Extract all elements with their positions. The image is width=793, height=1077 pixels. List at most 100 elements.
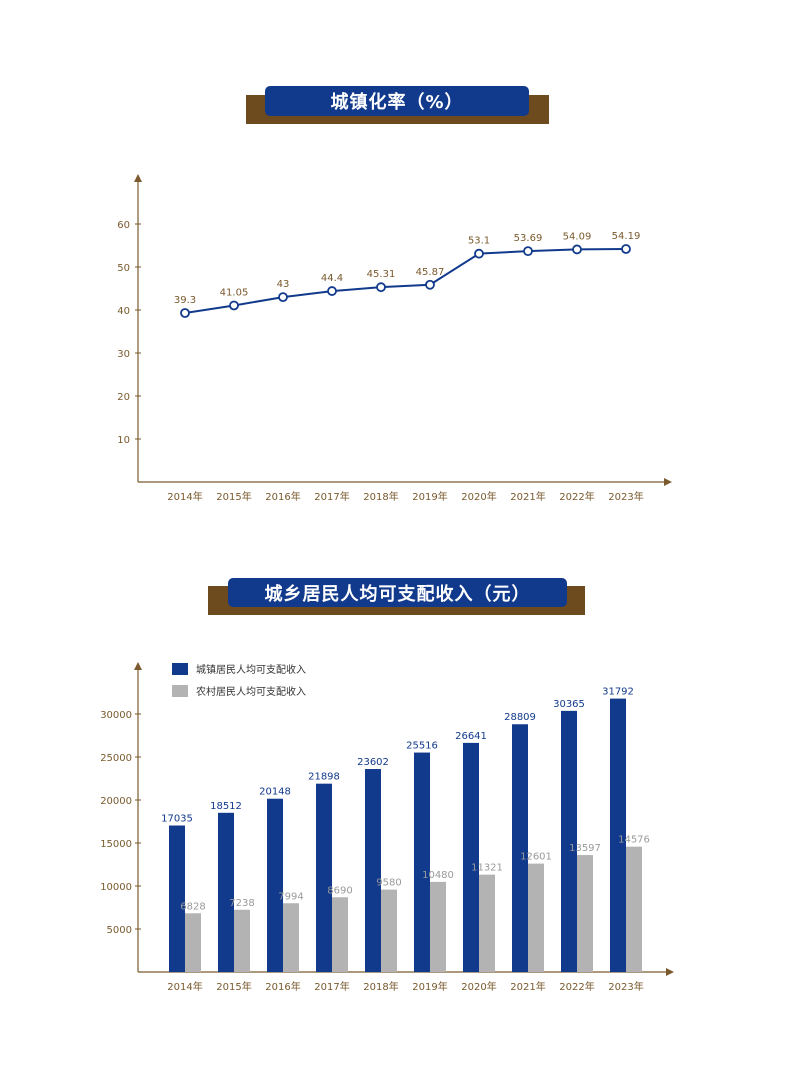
rural-income-label: 7238 [229, 898, 254, 909]
y-tick-label: 20000 [100, 796, 132, 807]
y-tick-label: 25000 [100, 753, 132, 764]
x-tick-label: 2016年 [265, 980, 300, 993]
urban-income-bar [512, 724, 528, 972]
rural-income-bar [577, 855, 593, 972]
urban-income-bar [610, 698, 626, 972]
urban-income-bar [316, 783, 332, 972]
x-tick-label: 2020年 [461, 980, 496, 993]
data-point [425, 279, 435, 290]
y-tick-label: 30000 [100, 710, 132, 721]
data-label: 53.69 [514, 233, 543, 244]
rural-income-label: 8690 [327, 885, 352, 896]
x-tick-label: 2022年 [559, 490, 594, 503]
urban-income-bar [267, 798, 283, 972]
rural-income-bar [185, 913, 201, 972]
x-tick-label: 2018年 [363, 980, 398, 993]
x-tick-label: 2019年 [412, 490, 447, 503]
urban-income-label: 28809 [504, 712, 536, 723]
urban-income-label: 20148 [259, 787, 291, 798]
urban-income-bar [414, 752, 430, 972]
data-label: 39.3 [174, 295, 196, 306]
line-chart-title: 城镇化率（%） [265, 86, 529, 116]
urban-income-bar [169, 825, 185, 972]
data-label: 41.05 [220, 287, 249, 298]
rural-income-bar [479, 874, 495, 972]
data-point [474, 248, 484, 259]
rural-income-label: 9580 [376, 878, 401, 889]
rural-income-label: 11321 [471, 863, 503, 874]
x-tick-label: 2014年 [167, 980, 202, 993]
y-tick-label: 5000 [107, 925, 132, 936]
rural-income-label: 13597 [569, 843, 601, 854]
x-tick-label: 2014年 [167, 490, 202, 503]
legend-swatch-urban [172, 663, 188, 675]
rural-income-bar [528, 863, 544, 972]
urbanization-line [184, 247, 627, 314]
urban-income-bar [561, 710, 577, 972]
rural-income-bar [626, 846, 642, 972]
data-label: 54.19 [612, 231, 641, 242]
urban-income-label: 21898 [308, 772, 340, 783]
x-tick-label: 2021年 [510, 980, 545, 993]
data-label: 53.1 [468, 236, 490, 247]
x-tick-label: 2023年 [608, 490, 643, 503]
x-tick-label: 2017年 [314, 490, 349, 503]
y-tick-label: 10000 [100, 882, 132, 893]
x-tick-label: 2017年 [314, 980, 349, 993]
x-axis-arrow [666, 968, 674, 976]
rural-income-label: 7994 [278, 891, 303, 902]
urban-income-label: 26641 [455, 731, 487, 742]
x-tick-label: 2018年 [363, 490, 398, 503]
y-tick-label: 30 [117, 349, 130, 360]
data-label: 43 [277, 279, 290, 290]
x-tick-label: 2016年 [265, 490, 300, 503]
x-tick-label: 2019年 [412, 980, 447, 993]
x-axis-arrow [664, 478, 672, 486]
data-point [572, 244, 582, 255]
y-tick-label: 15000 [100, 839, 132, 850]
data-label: 45.87 [416, 267, 445, 278]
urban-income-bar [365, 769, 381, 972]
y-tick-label: 60 [117, 220, 130, 231]
rural-income-label: 10480 [422, 870, 454, 881]
data-label: 44.4 [321, 273, 343, 284]
urban-income-label: 18512 [210, 801, 242, 812]
x-tick-label: 2022年 [559, 980, 594, 993]
line-chart: 10 20 30 40 50 60 2014年 2015年 2016年 2017年 2018年 201… [117, 174, 672, 503]
x-tick-label: 2020年 [461, 490, 496, 503]
bar-chart-title-banner: 城乡居民人均可支配收入（元） [208, 578, 585, 615]
urban-income-label: 31792 [602, 687, 634, 698]
rural-income-label: 6828 [180, 901, 205, 912]
data-point [327, 286, 337, 296]
legend-label-urban: 城镇居民人均可支配收入 [196, 663, 306, 676]
data-point [523, 246, 533, 257]
urban-income-bar [463, 742, 479, 972]
urban-income-label: 23602 [357, 757, 389, 768]
data-label: 54.09 [563, 231, 592, 242]
x-tick-label: 2021年 [510, 490, 545, 503]
x-tick-label: 2015年 [216, 490, 251, 503]
line-chart-title-banner: 城镇化率（%） [246, 86, 549, 124]
urban-income-bar [218, 812, 234, 972]
rural-income-bar [234, 909, 250, 972]
legend-label-rural: 农村居民人均可支配收入 [196, 685, 306, 698]
data-point [180, 308, 190, 318]
rural-income-bar [381, 889, 397, 972]
rural-income-label: 14576 [618, 835, 650, 846]
rural-income-bar [332, 897, 348, 972]
y-tick-label: 10 [117, 435, 130, 446]
data-point [376, 282, 386, 293]
data-point [278, 292, 288, 303]
rural-income-label: 12601 [520, 852, 552, 863]
data-point [229, 300, 239, 311]
y-axis-arrow [134, 662, 142, 670]
bar-chart-title: 城乡居民人均可支配收入（元） [228, 578, 567, 607]
rural-income-bar [430, 881, 446, 972]
legend-swatch-rural [172, 685, 188, 697]
urban-income-label: 30365 [553, 699, 585, 710]
urban-income-label: 17035 [161, 813, 193, 824]
bar-chart: 5000 10000 15000 20000 25000 30000 17035 6828 20… [100, 662, 674, 993]
rural-income-bar [283, 903, 299, 972]
y-tick-label: 40 [117, 306, 130, 317]
urban-income-label: 25516 [406, 741, 438, 752]
